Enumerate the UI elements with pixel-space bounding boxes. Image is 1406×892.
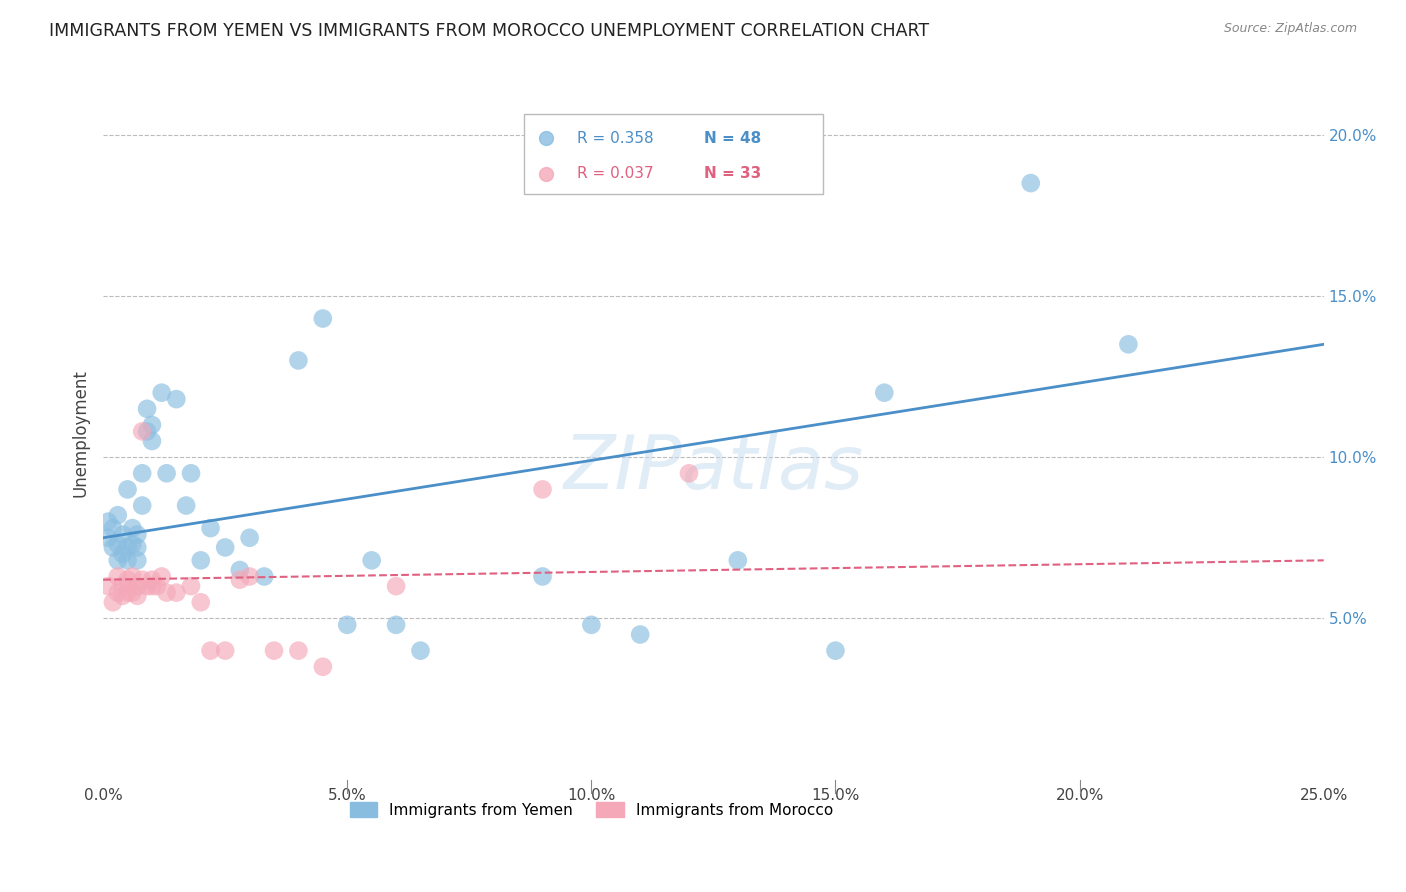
Point [136,579,159,593]
Point [131,467,153,481]
Point [287,353,309,368]
Point [180,467,202,481]
Point [409,643,432,657]
Text: Source: ZipAtlas.com: Source: ZipAtlas.com [1223,22,1357,36]
Point [1118,337,1140,351]
Point [531,483,554,497]
Point [127,527,149,541]
Point [360,553,382,567]
Point [107,553,129,567]
Point [1019,176,1042,190]
Point [136,425,159,439]
Point [127,541,149,555]
Point [97,515,120,529]
Point [190,553,212,567]
Point [263,643,285,657]
Point [253,569,276,583]
Point [117,553,139,567]
Point [101,541,124,555]
Text: N = 33: N = 33 [703,167,761,181]
Point [239,531,262,545]
Point [127,589,149,603]
Y-axis label: Unemployment: Unemployment [72,369,89,497]
Text: N = 48: N = 48 [703,130,761,145]
Point [214,643,236,657]
Point [121,521,143,535]
Point [136,401,159,416]
Legend: Immigrants from Yemen, Immigrants from Morocco: Immigrants from Yemen, Immigrants from M… [343,797,839,824]
Point [101,595,124,609]
Point [727,553,749,567]
Point [200,521,222,535]
Point [101,521,124,535]
Point [628,627,651,641]
Point [150,569,173,583]
Text: ZIPatlas: ZIPatlas [564,432,863,504]
Point [111,527,134,541]
Point [111,579,134,593]
Text: IMMIGRANTS FROM YEMEN VS IMMIGRANTS FROM MOROCCO UNEMPLOYMENT CORRELATION CHART: IMMIGRANTS FROM YEMEN VS IMMIGRANTS FROM… [49,22,929,40]
Point [117,541,139,555]
Point [121,569,143,583]
Point [107,585,129,599]
Point [146,579,169,593]
Point [107,508,129,523]
Point [165,392,187,406]
Point [531,569,554,583]
Point [107,537,129,551]
Point [239,569,262,583]
Point [141,417,163,432]
Point [131,425,153,439]
Point [200,643,222,657]
Point [165,585,187,599]
Point [121,537,143,551]
Point [127,579,149,593]
Point [121,585,143,599]
Text: R = 0.037: R = 0.037 [576,167,654,181]
Point [111,547,134,561]
Point [97,579,120,593]
Point [385,579,408,593]
Point [287,643,309,657]
Point [873,385,896,400]
Point [117,483,139,497]
Point [214,541,236,555]
Point [97,531,120,545]
Point [131,573,153,587]
Point [229,573,252,587]
Point [229,563,252,577]
Point [581,617,603,632]
Point [117,585,139,599]
Point [107,569,129,583]
Point [336,617,359,632]
Point [155,467,177,481]
Point [312,311,335,326]
Point [312,659,335,673]
Text: R = 0.358: R = 0.358 [576,130,654,145]
Point [111,589,134,603]
Point [180,579,202,593]
Point [127,553,149,567]
Point [174,499,197,513]
Point [141,579,163,593]
Point [141,434,163,448]
Point [150,385,173,400]
Point [155,585,177,599]
Point [678,467,700,481]
Point [131,499,153,513]
Point [824,643,846,657]
Point [117,573,139,587]
FancyBboxPatch shape [524,114,824,194]
Point [190,595,212,609]
Point [141,573,163,587]
Point [385,617,408,632]
